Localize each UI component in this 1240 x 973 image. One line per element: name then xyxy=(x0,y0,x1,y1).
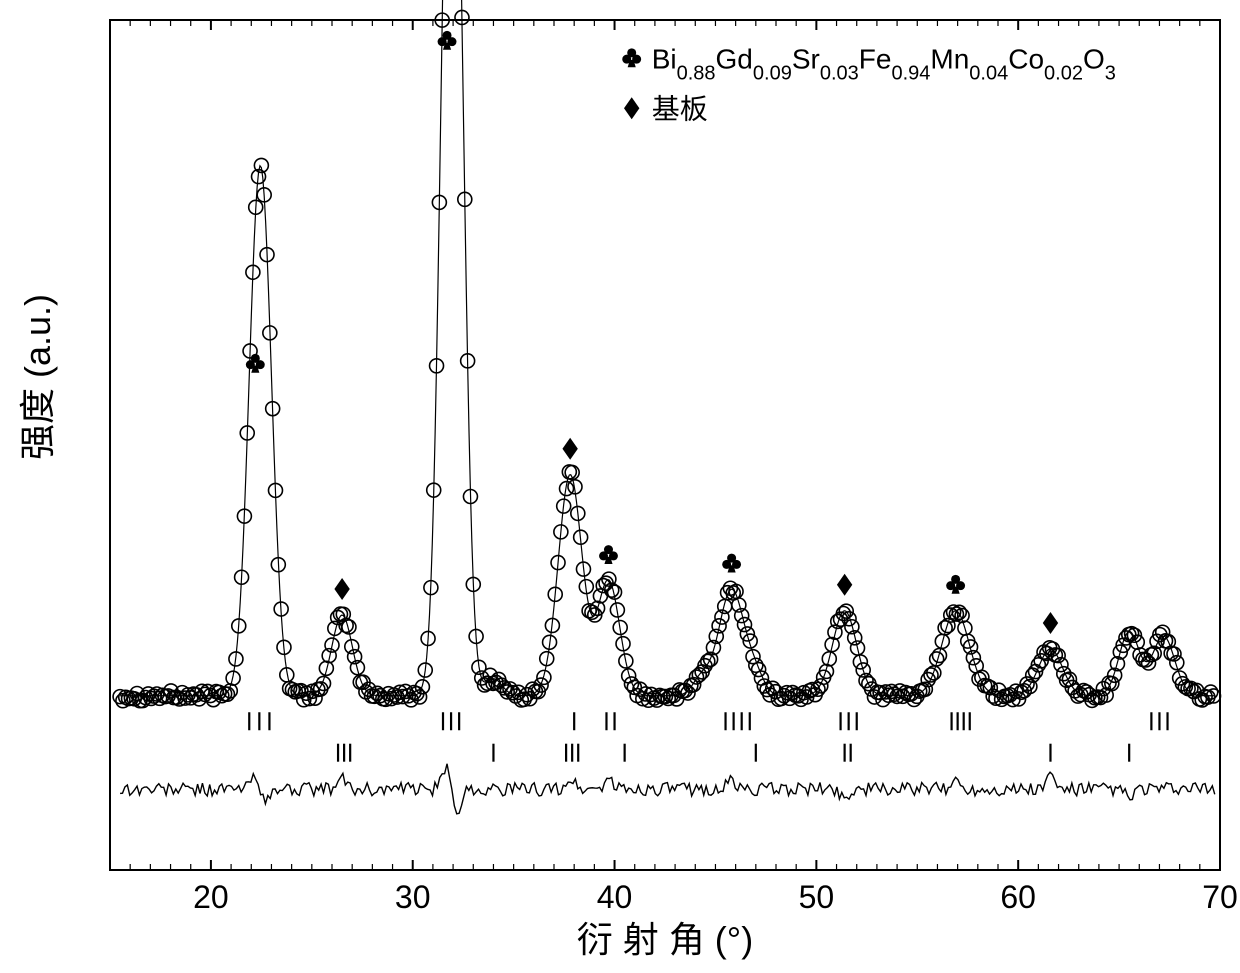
svg-text:60: 60 xyxy=(1000,879,1036,915)
x-axis-label: 衍 射 角 (°) xyxy=(577,919,753,960)
legend-substrate: 基板 xyxy=(652,93,708,124)
y-axis-label: 强度 (a.u.) xyxy=(17,294,58,460)
svg-text:20: 20 xyxy=(193,879,229,915)
svg-text:70: 70 xyxy=(1202,879,1238,915)
xrd-chart-svg: 20 30 40 50 60 70 衍 射 角 (°) 强度 (a.u.) Bi0.88Gd0.… xyxy=(0,0,1240,973)
chart-container: 20 30 40 50 60 70 衍 射 角 (°) 强度 (a.u.) Bi0.88Gd0.… xyxy=(0,0,1240,973)
svg-text:30: 30 xyxy=(395,879,431,915)
svg-text:50: 50 xyxy=(799,879,835,915)
svg-text:40: 40 xyxy=(597,879,633,915)
legend-formula: Bi0.88Gd0.09Sr0.03Fe0.94Mn0.04Co0.02O3 xyxy=(652,43,1116,84)
